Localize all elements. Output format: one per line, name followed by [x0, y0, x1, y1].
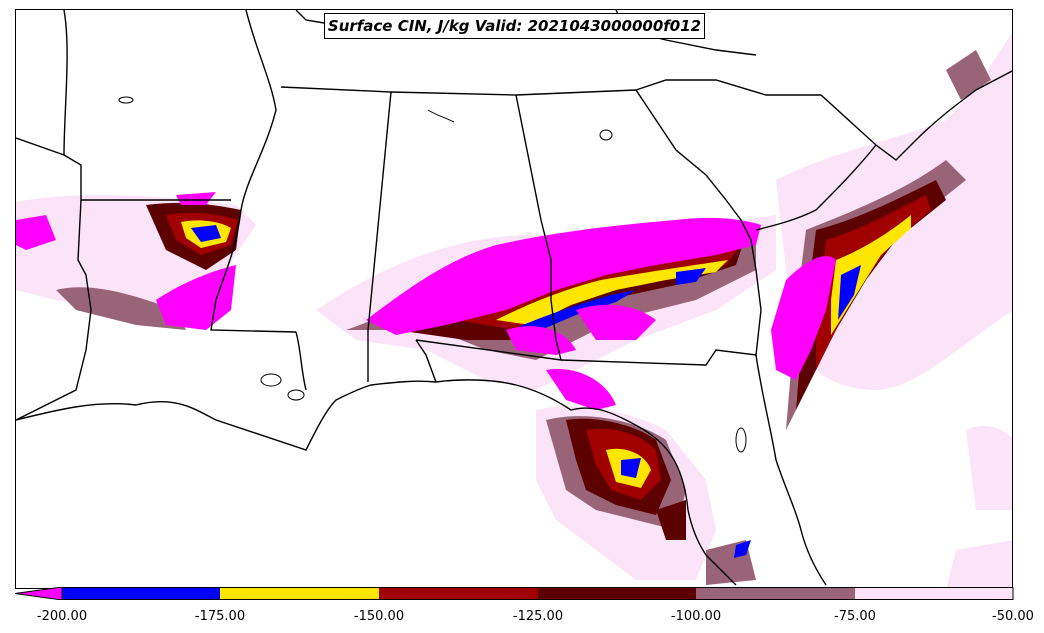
colorbar-bin-3 — [379, 587, 538, 600]
colorbar-bin-4 — [538, 587, 696, 600]
colorbar-bin-5 — [696, 587, 855, 600]
colorbar-tick-label: -125.00 — [512, 609, 564, 624]
colorbar-bin-2 — [220, 587, 379, 600]
colorbar-outline — [61, 587, 1014, 600]
cin-field-magenta — [16, 192, 836, 410]
colorbar-tick-label: -50.00 — [992, 609, 1034, 624]
cin-field-blue — [191, 225, 861, 558]
colorbar-bin-1 — [62, 587, 220, 600]
state-and-coast-boundaries — [16, 10, 1012, 586]
colorbar — [15, 587, 1014, 600]
colorbar-under-extension — [15, 587, 63, 600]
map-title: Surface CIN, J/kg Valid: 2021043000000f0… — [324, 13, 705, 39]
colorbar-tick-label: -100.00 — [670, 609, 722, 624]
colorbar-bin-6 — [855, 587, 1013, 600]
colorbar-tick-label: -150.00 — [353, 609, 405, 624]
colorbar-tick-label: -75.00 — [834, 609, 876, 624]
lakes — [118, 96, 747, 453]
colorbar-tick-label: -200.00 — [36, 609, 88, 624]
colorbar-tick-label: -175.00 — [194, 609, 246, 624]
cin-map — [16, 10, 1012, 588]
map-panel — [15, 9, 1013, 589]
